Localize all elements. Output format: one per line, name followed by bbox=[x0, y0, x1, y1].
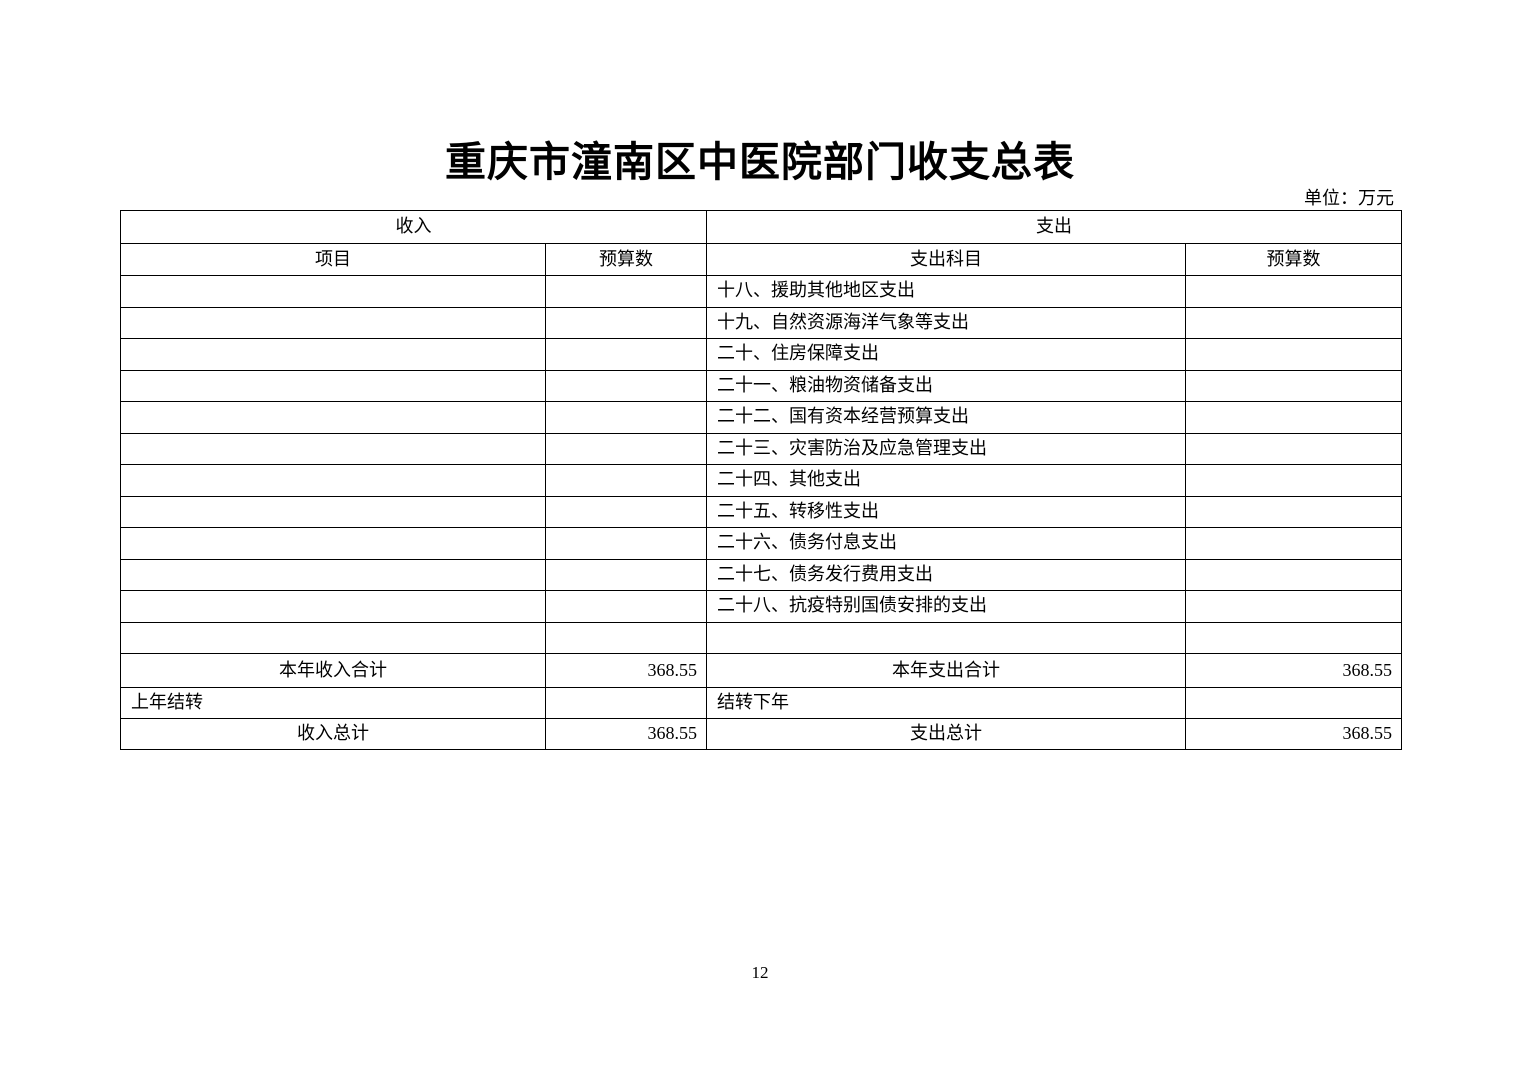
table-row: 二十二、国有资本经营预算支出 bbox=[120, 401, 1402, 434]
column-header-expense-item: 支出科目 bbox=[706, 243, 1186, 276]
table-row: 十九、自然资源海洋气象等支出 bbox=[120, 306, 1402, 339]
income-budget-cell bbox=[545, 590, 707, 623]
table-row: 十八、援助其他地区支出 bbox=[120, 275, 1402, 308]
expense-item-cell: 十八、援助其他地区支出 bbox=[706, 275, 1186, 308]
table-row: 二十五、转移性支出 bbox=[120, 495, 1402, 528]
expense-budget-cell bbox=[1185, 527, 1402, 560]
income-budget-cell bbox=[545, 621, 707, 654]
expense-budget-cell bbox=[1185, 464, 1402, 497]
income-item-cell bbox=[120, 275, 546, 308]
table-row: 二十八、抗疫特别国债安排的支出 bbox=[120, 590, 1402, 623]
income-item-cell bbox=[120, 621, 546, 654]
income-budget-cell bbox=[545, 275, 707, 308]
income-budget-cell bbox=[545, 401, 707, 434]
income-budget-cell bbox=[545, 527, 707, 560]
expense-budget-cell bbox=[1185, 401, 1402, 434]
income-item-cell bbox=[120, 432, 546, 465]
income-total-value: 368.55 bbox=[545, 718, 707, 750]
income-item-cell bbox=[120, 306, 546, 339]
expense-item-cell: 二十三、灾害防治及应急管理支出 bbox=[706, 432, 1186, 465]
grand-total-row: 收入总计 368.55 支出总计 368.55 bbox=[120, 718, 1402, 750]
page-number: 12 bbox=[751, 963, 769, 982]
table-row: 二十六、债务付息支出 bbox=[120, 527, 1402, 560]
expense-carryover-value bbox=[1185, 687, 1402, 719]
expense-item-cell: 二十二、国有资本经营预算支出 bbox=[706, 401, 1186, 434]
column-header-row: 项目 预算数 支出科目 预算数 bbox=[120, 243, 1402, 276]
expense-budget-cell bbox=[1185, 590, 1402, 623]
expense-item-cell: 二十一、粮油物资储备支出 bbox=[706, 369, 1186, 402]
income-total-label: 收入总计 bbox=[120, 718, 546, 750]
income-carryover-label: 上年结转 bbox=[120, 687, 546, 719]
expense-budget-cell bbox=[1185, 495, 1402, 528]
expense-budget-cell bbox=[1185, 369, 1402, 402]
income-item-cell bbox=[120, 495, 546, 528]
income-subtotal-label: 本年收入合计 bbox=[120, 653, 546, 688]
annual-subtotal-row: 本年收入合计 368.55 本年支出合计 368.55 bbox=[120, 653, 1402, 688]
expense-item-cell: 二十八、抗疫特别国债安排的支出 bbox=[706, 590, 1186, 623]
column-header-expense-budget: 预算数 bbox=[1185, 243, 1402, 276]
page-title: 重庆市潼南区中医院部门收支总表 bbox=[445, 139, 1075, 185]
income-item-cell bbox=[120, 558, 546, 591]
table-row: 二十四、其他支出 bbox=[120, 464, 1402, 497]
expense-item-cell bbox=[706, 621, 1186, 654]
table-row: 二十七、债务发行费用支出 bbox=[120, 558, 1402, 591]
expense-budget-cell bbox=[1185, 432, 1402, 465]
income-budget-cell bbox=[545, 432, 707, 465]
income-item-cell bbox=[120, 401, 546, 434]
expense-budget-cell bbox=[1185, 306, 1402, 339]
expense-item-cell: 二十四、其他支出 bbox=[706, 464, 1186, 497]
section-header-row: 收入 支出 bbox=[120, 210, 1402, 244]
income-item-cell bbox=[120, 369, 546, 402]
expense-item-cell: 二十七、债务发行费用支出 bbox=[706, 558, 1186, 591]
expense-budget-cell bbox=[1185, 338, 1402, 371]
expense-item-cell: 二十五、转移性支出 bbox=[706, 495, 1186, 528]
expense-total-value: 368.55 bbox=[1185, 718, 1402, 750]
expense-section-header: 支出 bbox=[706, 210, 1402, 244]
income-budget-cell bbox=[545, 306, 707, 339]
expense-item-cell: 二十六、债务付息支出 bbox=[706, 527, 1186, 560]
income-item-cell bbox=[120, 464, 546, 497]
income-item-cell bbox=[120, 527, 546, 560]
income-section-header: 收入 bbox=[120, 210, 707, 244]
expense-item-cell: 十九、自然资源海洋气象等支出 bbox=[706, 306, 1186, 339]
expense-total-label: 支出总计 bbox=[706, 718, 1186, 750]
income-carryover-value bbox=[545, 687, 707, 719]
carryover-row: 上年结转 结转下年 bbox=[120, 687, 1402, 719]
expense-subtotal-label: 本年支出合计 bbox=[706, 653, 1186, 688]
income-budget-cell bbox=[545, 558, 707, 591]
income-budget-cell bbox=[545, 495, 707, 528]
income-subtotal-value: 368.55 bbox=[545, 653, 707, 688]
expense-budget-cell bbox=[1185, 275, 1402, 308]
table-row bbox=[120, 621, 1402, 654]
income-budget-cell bbox=[545, 369, 707, 402]
expense-budget-cell bbox=[1185, 558, 1402, 591]
unit-note: 单位：万元 bbox=[1304, 188, 1394, 208]
table-row: 二十、住房保障支出 bbox=[120, 338, 1402, 371]
income-item-cell bbox=[120, 338, 546, 371]
income-budget-cell bbox=[545, 464, 707, 497]
column-header-income-item: 项目 bbox=[120, 243, 546, 276]
income-item-cell bbox=[120, 590, 546, 623]
budget-summary-table: 收入 支出 项目 预算数 支出科目 预算数 十八、援助其他地区支出 十九、自然资… bbox=[120, 210, 1402, 750]
income-budget-cell bbox=[545, 338, 707, 371]
expense-item-cell: 二十、住房保障支出 bbox=[706, 338, 1186, 371]
column-header-income-budget: 预算数 bbox=[545, 243, 707, 276]
expense-budget-cell bbox=[1185, 621, 1402, 654]
expense-subtotal-value: 368.55 bbox=[1185, 653, 1402, 688]
expense-carryover-label: 结转下年 bbox=[706, 687, 1186, 719]
table-row: 二十一、粮油物资储备支出 bbox=[120, 369, 1402, 402]
table-row: 二十三、灾害防治及应急管理支出 bbox=[120, 432, 1402, 465]
